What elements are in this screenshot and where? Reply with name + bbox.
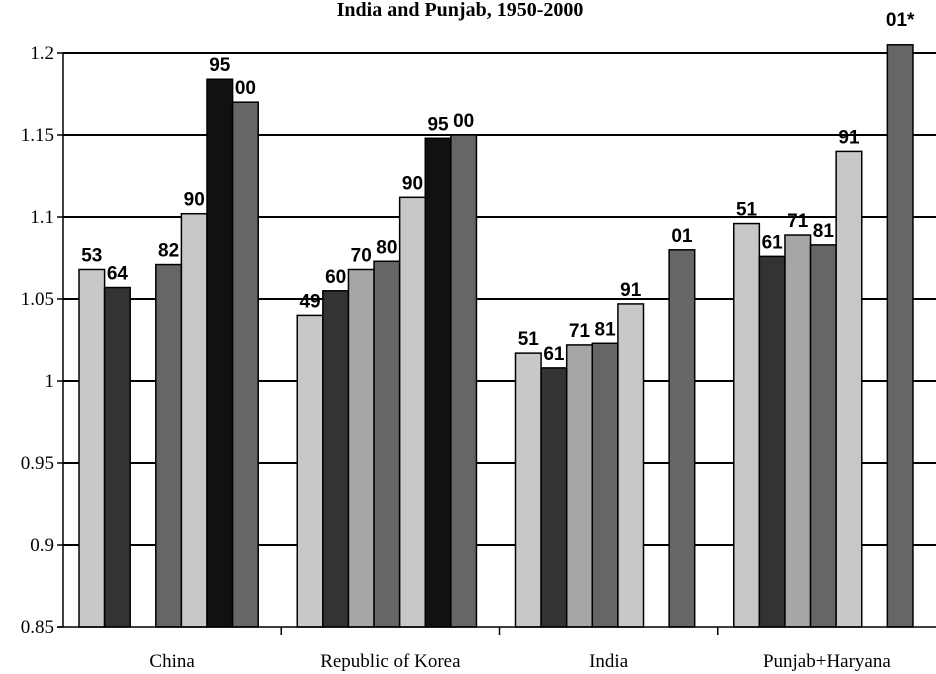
x-category-label: Republic of Korea: [320, 651, 461, 672]
x-category-label: Punjab+Haryana: [763, 651, 891, 672]
bar-data-label: 01: [671, 226, 693, 247]
bar: [668, 249, 696, 628]
bar-data-label: 61: [543, 344, 565, 365]
bar-data-label: 53: [81, 245, 102, 266]
bar-data-label: 95: [427, 114, 449, 135]
bar-data-label: 61: [762, 232, 784, 253]
bars: [78, 44, 914, 628]
bar-data-label: 51: [518, 329, 540, 350]
y-tick-label: 1: [45, 371, 55, 392]
bar: [450, 134, 478, 628]
bar: [514, 352, 542, 628]
bar: [424, 137, 452, 628]
bar-data-label: 71: [569, 321, 591, 342]
bar-data-label: 90: [184, 190, 205, 211]
bar: [540, 367, 568, 628]
bar: [78, 268, 106, 628]
x-category-label: India: [589, 651, 629, 672]
bar: [373, 260, 401, 628]
chart-title: India and Punjab, 1950-2000: [337, 0, 584, 21]
bar: [180, 212, 208, 628]
axes: 0.85 0.9 0.95 1 1.05 1.1 1.15 1.2 China Republic …: [21, 43, 936, 672]
bar-data-label: 49: [299, 291, 320, 312]
bar: [398, 196, 426, 628]
x-category-label: China: [149, 651, 195, 672]
y-tick-label: 0.9: [30, 535, 54, 556]
bar-data-label: 01*: [886, 10, 915, 31]
bar: [758, 255, 786, 628]
bar: [296, 314, 324, 628]
bar: [886, 44, 914, 628]
y-tick-label: 1.1: [30, 207, 54, 228]
bar: [231, 101, 259, 628]
bar: [347, 268, 375, 628]
y-tick-label: 0.95: [21, 453, 54, 474]
y-tick-label: 1.15: [21, 125, 54, 146]
bar-data-label: 00: [235, 78, 256, 99]
bar: [617, 303, 645, 628]
bar-data-label: 70: [351, 245, 372, 266]
bar-data-label: 82: [158, 241, 179, 262]
bar-data-label: 80: [376, 237, 397, 258]
bar-data-label: 00: [453, 111, 474, 132]
bar: [565, 344, 594, 628]
bar-data-label: 91: [838, 127, 860, 148]
bar: [784, 234, 812, 628]
bar: [835, 150, 863, 628]
y-tick-label: 1.2: [30, 43, 54, 64]
y-tick-label: 1.05: [21, 289, 54, 310]
bar-data-label: 81: [813, 221, 835, 242]
bar-data-label: 81: [595, 319, 617, 340]
bar-data-label: 71: [787, 211, 809, 232]
bar-data-label: 60: [325, 267, 346, 288]
bar-data-label: 91: [620, 280, 642, 301]
bar-data-label: 90: [402, 173, 423, 194]
y-tick-label: 0.85: [21, 617, 54, 638]
bar: [733, 222, 761, 628]
bar: [322, 290, 350, 628]
bar: [591, 342, 619, 628]
bar: [206, 78, 234, 628]
bar: [103, 286, 131, 628]
bar-data-label: 51: [736, 200, 758, 221]
bar: [809, 244, 837, 628]
bar-data-label: 95: [209, 55, 231, 76]
bar-data-label: 64: [107, 264, 129, 285]
bar: [155, 263, 183, 628]
